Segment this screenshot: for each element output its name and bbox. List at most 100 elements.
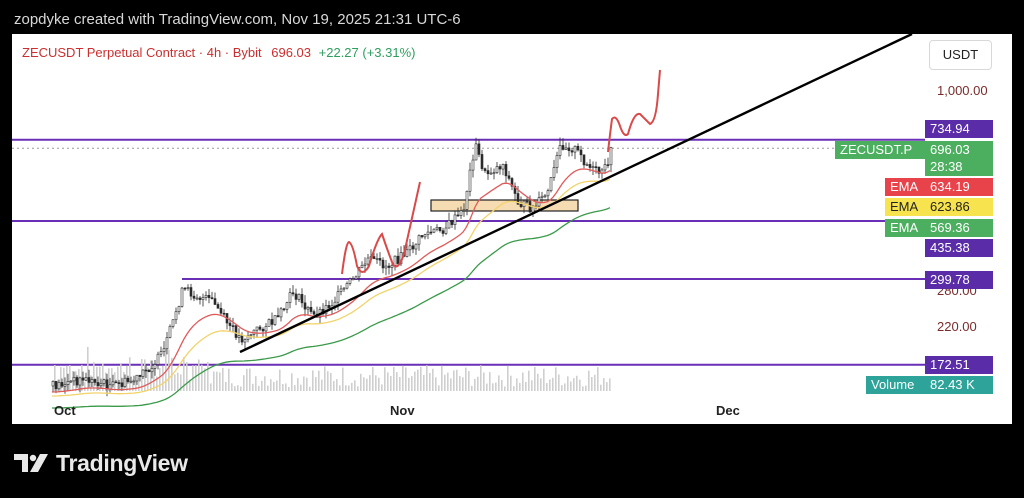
candle xyxy=(510,178,514,187)
candle xyxy=(609,147,613,166)
volume-bar xyxy=(519,382,521,391)
x-label-dec: Dec xyxy=(716,403,740,418)
tradingview-mark-icon xyxy=(14,454,48,472)
volume-bar xyxy=(369,375,371,391)
volume-bar xyxy=(570,381,572,391)
candle xyxy=(594,166,598,169)
volume-bar xyxy=(186,362,188,391)
candle xyxy=(240,335,244,343)
candle xyxy=(249,334,253,336)
volume-bar xyxy=(195,365,197,391)
candle xyxy=(87,377,91,383)
candle xyxy=(81,377,85,381)
volume-bar xyxy=(240,386,242,391)
volume-bar xyxy=(297,378,299,391)
volume-bar xyxy=(153,368,155,391)
volume-bar xyxy=(366,378,368,391)
countdown-tag: 28:38 xyxy=(925,158,993,176)
candle xyxy=(438,226,442,231)
currency-unit-button[interactable]: USDT xyxy=(929,40,992,70)
candle xyxy=(135,374,139,382)
volume-bar xyxy=(453,370,455,391)
candle xyxy=(66,381,70,385)
chart-panel[interactable]: ZECUSDT Perpetual Contract · 4h · Bybit … xyxy=(12,34,1012,424)
candle xyxy=(378,258,382,261)
volume-bar xyxy=(267,385,269,391)
volume-bar xyxy=(480,365,482,391)
candle xyxy=(189,287,193,297)
candle xyxy=(459,210,463,216)
candle xyxy=(516,193,520,205)
volume-bar xyxy=(294,385,296,391)
volume-bar xyxy=(318,370,320,391)
candle xyxy=(132,380,136,383)
candle xyxy=(279,308,283,318)
volume-bar xyxy=(399,376,401,391)
volume-bar xyxy=(330,372,332,391)
volume-bar xyxy=(156,376,158,391)
candle xyxy=(495,166,499,173)
volume-bar xyxy=(483,372,485,391)
candle xyxy=(93,379,97,383)
candle xyxy=(123,377,127,387)
volume-bar xyxy=(246,368,248,391)
ema-mid-line xyxy=(52,178,611,397)
candle xyxy=(555,155,559,168)
volume-bar xyxy=(273,381,275,391)
volume-bar xyxy=(180,374,182,391)
candle xyxy=(372,256,376,259)
candle xyxy=(96,382,100,387)
volume-bar xyxy=(201,364,203,391)
volume-bar xyxy=(288,386,290,391)
candle xyxy=(585,164,589,166)
volume-bar xyxy=(387,372,389,391)
candle xyxy=(72,377,76,382)
candle xyxy=(171,319,175,327)
brand-name: TradingView xyxy=(56,450,188,476)
candle xyxy=(138,374,142,377)
volume-bar xyxy=(144,359,146,391)
candle xyxy=(480,154,484,169)
volume-bar xyxy=(216,371,218,391)
candle xyxy=(549,177,553,192)
candle xyxy=(393,255,397,266)
candle xyxy=(390,265,394,268)
candle xyxy=(588,164,592,168)
candle xyxy=(483,168,487,171)
candle xyxy=(453,214,457,225)
candle xyxy=(174,311,178,321)
candle xyxy=(228,322,232,326)
volume-bar xyxy=(255,376,257,391)
volume-bar xyxy=(63,367,65,391)
volume-bar xyxy=(261,380,263,391)
volume-bar xyxy=(588,370,590,391)
volume-bar xyxy=(450,378,452,391)
candle xyxy=(153,364,157,369)
candle xyxy=(291,292,295,295)
volume-bar xyxy=(408,377,410,391)
volume-bar xyxy=(213,371,215,391)
volume-bar xyxy=(465,367,467,391)
candle xyxy=(183,287,187,290)
volume-bar xyxy=(357,386,359,391)
level-tag-435: 435.38 xyxy=(925,239,993,257)
candle xyxy=(405,249,409,257)
volume-bar xyxy=(411,376,413,391)
volume-bar xyxy=(561,385,563,391)
candle xyxy=(57,382,61,390)
candle xyxy=(105,379,109,390)
volume-bar xyxy=(579,379,581,391)
volume-bar xyxy=(447,372,449,391)
candle xyxy=(507,175,511,179)
volume-bar xyxy=(165,348,167,391)
candle xyxy=(150,368,154,373)
candle xyxy=(99,383,103,387)
candle xyxy=(543,195,547,198)
price-chart[interactable] xyxy=(12,34,1012,424)
candle xyxy=(441,230,445,234)
volume-bar xyxy=(420,366,422,391)
x-label-nov: Nov xyxy=(390,403,415,418)
volume-bar xyxy=(354,380,356,391)
candle xyxy=(117,382,121,384)
volume-bar xyxy=(609,378,611,391)
